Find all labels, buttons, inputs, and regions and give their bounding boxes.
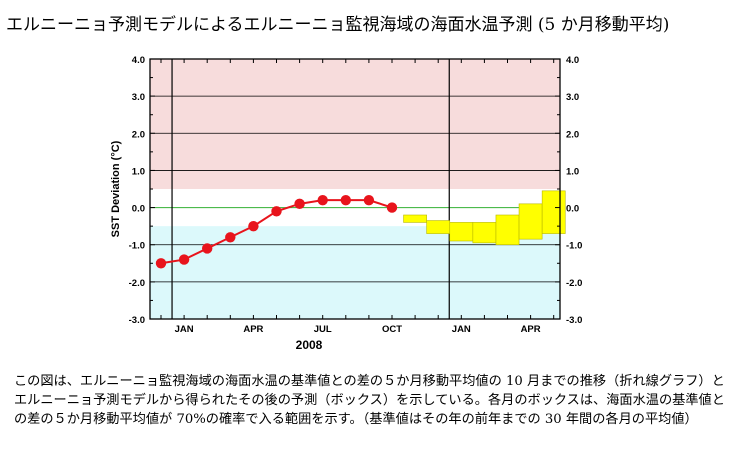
data-point xyxy=(248,220,259,232)
y-tick-label-right: 0.0 xyxy=(566,204,579,215)
chart: 4.0 4.0 3.0 3.0 2.0 2.0 1.0 1.0 0.0 0.0 -1.0 -1.0 -2… xyxy=(110,55,582,352)
y-tick-label-right: -2.0 xyxy=(566,278,582,289)
page-title: エルニーニョ予測モデルによるエルニーニョ監視海域の海面水温予測 (5 か月移動平… xyxy=(6,15,670,35)
data-point xyxy=(271,206,282,217)
caption: この図は、エルニーニョ監視海域の海面水温の基準値との差の５か月移動平均値の 10… xyxy=(14,374,725,427)
x-axis-label: 2008 xyxy=(296,338,323,352)
data-point xyxy=(386,202,398,213)
x-tick-label: OCT xyxy=(382,324,402,335)
y-tick-label-left: 1.0 xyxy=(132,166,145,177)
data-point xyxy=(294,198,305,210)
y-tick-label-left: 4.0 xyxy=(132,55,145,66)
data-point xyxy=(202,243,213,254)
data-point xyxy=(155,258,167,269)
y-tick-label-left: 2.0 xyxy=(132,129,145,140)
x-tick-label: APR xyxy=(521,324,541,335)
y-tick-label-right: 2.0 xyxy=(566,129,579,140)
data-point xyxy=(340,194,351,206)
forecast-box xyxy=(518,203,543,240)
data-point xyxy=(363,194,375,206)
data-point xyxy=(317,194,328,206)
band-el-nino-zone xyxy=(150,59,560,189)
y-tick-label-left: 0.0 xyxy=(132,204,145,215)
data-point xyxy=(225,232,236,243)
y-tick-label-left: -3.0 xyxy=(129,315,145,326)
x-tick-label: JAN xyxy=(175,324,194,335)
forecast-box xyxy=(541,190,566,234)
y-tick-label-right: 3.0 xyxy=(566,92,579,103)
forecast-box xyxy=(472,222,497,244)
data-point xyxy=(178,254,190,265)
x-tick-label: JAN xyxy=(452,324,471,335)
forecast-box xyxy=(495,214,520,246)
y-tick-label-left: -1.0 xyxy=(129,241,145,252)
y-tick-label-right: 4.0 xyxy=(566,55,579,66)
forecast-box xyxy=(449,222,474,242)
x-tick-label: JUL xyxy=(314,324,332,335)
y-tick-label-left: 3.0 xyxy=(132,92,145,103)
y-tick-label-right: -1.0 xyxy=(566,241,582,252)
y-tick-label-right: -3.0 xyxy=(566,315,582,326)
y-tick-label-left: -2.0 xyxy=(129,278,145,289)
x-tick-label: APR xyxy=(243,324,263,335)
y-axis-label: SST Deviation (°C) xyxy=(110,140,122,237)
forecast-box xyxy=(426,220,451,234)
forecast-box xyxy=(403,214,427,223)
y-tick-label-right: 1.0 xyxy=(566,166,579,177)
